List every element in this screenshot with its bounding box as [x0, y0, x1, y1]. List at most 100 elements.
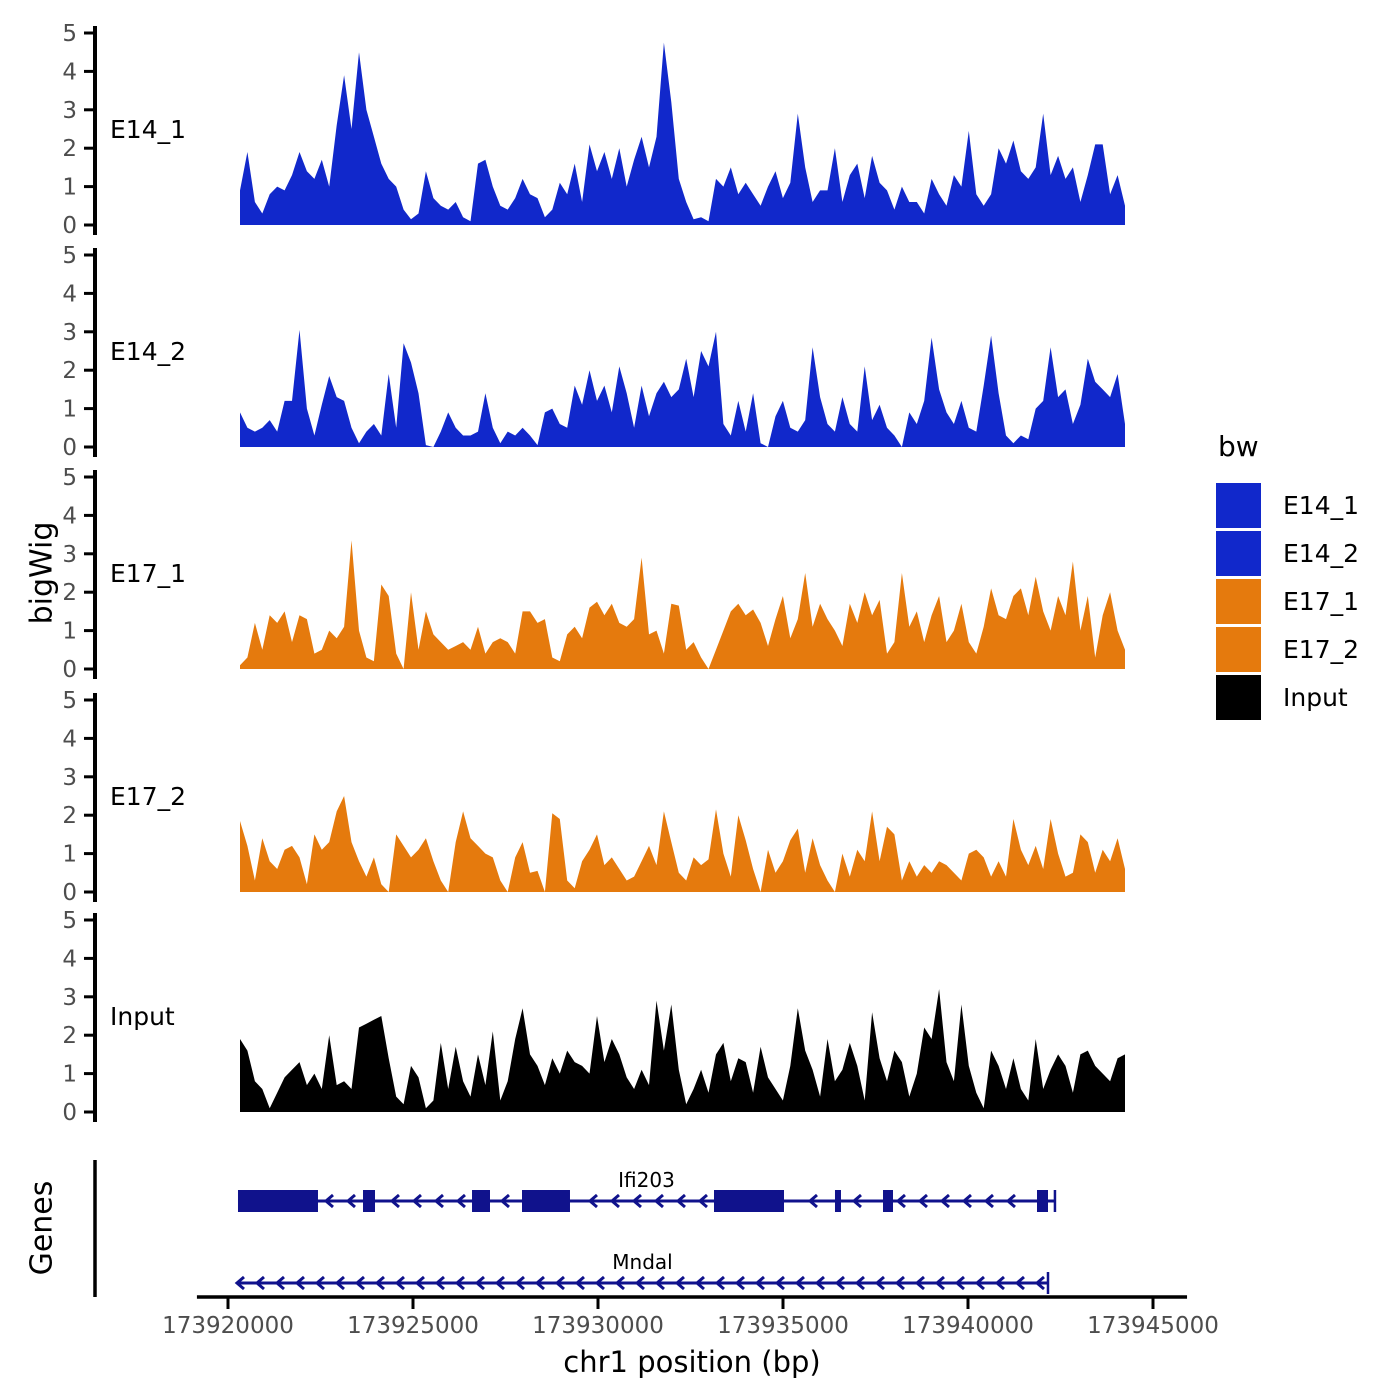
strand-arrow-left-icon	[851, 1193, 862, 1209]
signal-area-E17_1	[240, 540, 1125, 669]
track-label-E17_2: E17_2	[110, 782, 186, 811]
strand-arrow-left-icon	[653, 1193, 664, 1209]
panel-E14_2: 0 1 2 3 4 5 E14_2	[62, 243, 1125, 461]
legend-swatch-E17_1	[1216, 579, 1261, 624]
strand-arrow-left-icon	[389, 1193, 400, 1209]
legend-title: bw	[1218, 430, 1259, 463]
gene-Mndal: Mndal	[234, 1250, 1050, 1294]
legend-label: Input	[1283, 683, 1348, 712]
y-tick-label: 2	[62, 580, 77, 606]
gene-exon	[883, 1190, 894, 1212]
track-label-E14_2: E14_2	[110, 337, 186, 366]
strand-arrow-left-icon	[807, 1193, 818, 1209]
strand-arrow-left-icon	[954, 1275, 965, 1291]
x-tick-label: 173940000	[902, 1313, 1034, 1339]
panel-E14_1: 0 1 2 3 4 5 E14_1	[62, 21, 1125, 239]
strand-arrow-left-icon	[694, 1275, 705, 1291]
y-tick-label: 5	[62, 688, 77, 714]
y-tick-label: 2	[62, 1023, 77, 1049]
legend-items: E14_1 E14_2 E17_1 E17_2 Input	[1216, 483, 1359, 720]
x-axis: 173920000 173925000 173930000 173935000 1739…	[162, 1295, 1219, 1339]
genes-panel-title: Genes	[24, 1180, 60, 1276]
strand-arrow-left-icon	[774, 1275, 785, 1291]
x-tick-label: 173925000	[347, 1313, 479, 1339]
strand-arrow-left-icon	[534, 1275, 545, 1291]
y-tick-label: 0	[62, 880, 77, 906]
legend-item-Input: Input	[1216, 675, 1359, 720]
strand-arrow-left-icon	[874, 1275, 885, 1291]
x-tick-label: 173935000	[717, 1313, 849, 1339]
legend-label: E14_2	[1283, 539, 1360, 568]
y-tick-label: 3	[62, 98, 77, 124]
strand-arrow-left-icon	[499, 1193, 510, 1209]
x-tick-label: 173930000	[532, 1313, 664, 1339]
y-tick-label: 1	[62, 619, 77, 645]
gene-exon	[363, 1190, 376, 1212]
strand-arrow-left-icon	[631, 1193, 642, 1209]
y-tick-label: 2	[62, 136, 77, 162]
gene-Ifi203: Ifi203	[237, 1168, 1057, 1212]
y-tick-label: 0	[62, 657, 77, 683]
strand-arrow-left-icon	[345, 1193, 356, 1209]
strand-arrow-left-icon	[1014, 1275, 1025, 1291]
strand-arrow-left-icon	[934, 1275, 945, 1291]
x-tick-label: 173945000	[1087, 1313, 1219, 1339]
legend-label: E17_1	[1283, 587, 1360, 616]
legend-label: E14_1	[1283, 491, 1360, 520]
signal-area-E17_2	[240, 796, 1125, 892]
gene-exon	[713, 1190, 784, 1212]
strand-arrow-left-icon	[895, 1193, 906, 1209]
strand-arrow-left-icon	[814, 1275, 825, 1291]
strand-arrow-left-icon	[254, 1275, 265, 1291]
track-label-Input: Input	[110, 1002, 175, 1031]
legend-label: E17_2	[1283, 635, 1360, 664]
strand-arrow-left-icon	[654, 1275, 665, 1291]
track-label-E14_1: E14_1	[110, 115, 186, 144]
strand-arrow-left-icon	[917, 1193, 928, 1209]
strand-arrow-left-icon	[974, 1275, 985, 1291]
track-label-E17_1: E17_1	[110, 559, 186, 588]
strand-arrow-left-icon	[454, 1275, 465, 1291]
y-tick-label: 1	[62, 842, 77, 868]
y-tick-label: 3	[62, 985, 77, 1011]
legend-item-E14_2: E14_2	[1216, 531, 1359, 576]
strand-arrow-left-icon	[514, 1275, 525, 1291]
legend-item-E14_1: E14_1	[1216, 483, 1359, 528]
strand-arrow-left-icon	[587, 1193, 598, 1209]
signal-area-E14_2	[240, 329, 1125, 447]
strand-arrow-left-icon	[994, 1275, 1005, 1291]
strand-arrow-left-icon	[983, 1193, 994, 1209]
strand-arrow-left-icon	[314, 1275, 325, 1291]
y-tick-label: 4	[62, 281, 77, 307]
strand-arrow-left-icon	[554, 1275, 565, 1291]
gene-exon	[237, 1190, 318, 1212]
y-tick-label: 3	[62, 765, 77, 791]
strand-arrow-left-icon	[714, 1275, 725, 1291]
y-tick-label: 4	[62, 59, 77, 85]
gene-label-Mndal: Mndal	[612, 1250, 672, 1274]
gene-exon	[1037, 1190, 1048, 1212]
x-axis-title: chr1 position (bp)	[563, 1345, 821, 1379]
legend-swatch-E14_2	[1216, 531, 1261, 576]
strand-arrow-left-icon	[914, 1275, 925, 1291]
y-tick-label: 0	[62, 213, 77, 239]
strand-arrow-left-icon	[961, 1193, 972, 1209]
panel-Input: 0 1 2 3 4 5 Input	[62, 908, 1125, 1126]
strand-arrow-left-icon	[834, 1275, 845, 1291]
strand-arrow-left-icon	[354, 1275, 365, 1291]
strand-arrow-left-icon	[794, 1275, 805, 1291]
gene-label-Ifi203: Ifi203	[618, 1168, 675, 1192]
strand-arrow-left-icon	[1005, 1193, 1016, 1209]
strand-arrow-left-icon	[474, 1275, 485, 1291]
legend: bw E14_1 E14_2 E17_1 E17_2 Input	[1216, 430, 1359, 723]
panel-E17_1: 0 1 2 3 4 5 E17_1	[62, 465, 1125, 683]
strand-arrow-left-icon	[734, 1275, 745, 1291]
strand-arrow-left-icon	[294, 1275, 305, 1291]
strand-arrow-left-icon	[754, 1275, 765, 1291]
y-tick-label: 4	[62, 726, 77, 752]
strand-arrow-left-icon	[494, 1275, 505, 1291]
panel-E17_2: 0 1 2 3 4 5 E17_2	[62, 688, 1125, 906]
legend-swatch-E17_2	[1216, 627, 1261, 672]
